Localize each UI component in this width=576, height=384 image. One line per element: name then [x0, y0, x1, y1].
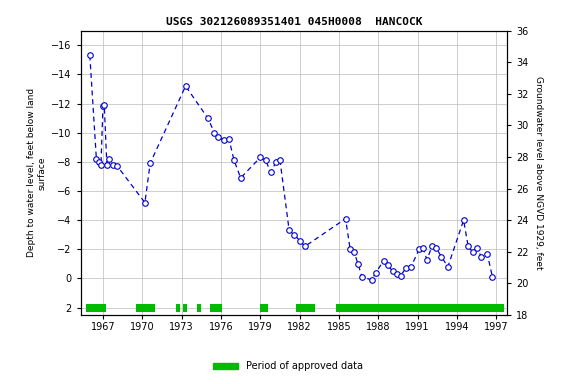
Point [346, 246, 355, 252]
Point [113, 163, 122, 169]
Point [224, 136, 233, 142]
Point [100, 102, 109, 108]
Point [396, 273, 406, 279]
Y-axis label: Groundwater level above NGVD 1929, feet: Groundwater level above NGVD 1929, feet [534, 76, 543, 270]
Point [357, 274, 366, 280]
Title: USGS 302126089351401 045H0008  HANCOCK: USGS 302126089351401 045H0008 HANCOCK [165, 17, 422, 27]
Legend: Period of approved data: Period of approved data [210, 358, 366, 375]
Point [488, 274, 497, 280]
Point [464, 243, 473, 250]
Bar [210, 304, 222, 311]
Point [285, 227, 294, 233]
Point [236, 175, 245, 181]
Point [219, 137, 228, 143]
Point [367, 277, 376, 283]
Point [92, 156, 101, 162]
Point [229, 157, 238, 164]
Bar [86, 304, 105, 311]
Bar [183, 304, 187, 311]
Point [459, 217, 468, 223]
Point [427, 243, 437, 250]
Bar [336, 304, 504, 311]
Point [388, 268, 397, 274]
Point [181, 83, 190, 89]
Point [341, 216, 350, 222]
Bar [176, 304, 180, 311]
Point [96, 162, 105, 168]
Bar [260, 304, 268, 311]
Point [256, 154, 265, 161]
Point [407, 264, 416, 270]
Point [354, 261, 363, 267]
Point [422, 257, 431, 263]
Point [300, 243, 309, 250]
Point [203, 115, 213, 121]
Point [468, 249, 478, 255]
Point [275, 157, 285, 164]
Point [371, 270, 380, 276]
Point [105, 156, 114, 162]
Point [290, 232, 299, 238]
Point [472, 245, 482, 251]
Point [210, 130, 219, 136]
Point [271, 159, 281, 165]
Point [392, 271, 401, 277]
Point [414, 246, 423, 252]
Point [418, 245, 427, 251]
Point [383, 262, 392, 268]
Point [444, 264, 453, 270]
Bar [136, 304, 156, 311]
Point [266, 169, 275, 175]
Point [350, 249, 359, 255]
Point [141, 200, 150, 206]
Point [261, 157, 270, 164]
Point [437, 253, 446, 260]
Bar [295, 304, 316, 311]
Point [477, 253, 486, 260]
Y-axis label: Depth to water level, feet below land
surface: Depth to water level, feet below land su… [27, 88, 47, 257]
Point [146, 160, 155, 166]
Point [295, 237, 304, 243]
Point [98, 103, 108, 109]
Point [401, 265, 411, 271]
Point [94, 159, 104, 165]
Point [103, 162, 112, 168]
Point [379, 258, 388, 264]
Point [431, 245, 441, 251]
Point [483, 251, 492, 257]
Bar [198, 304, 201, 311]
Point [109, 162, 118, 168]
Point [85, 53, 94, 59]
Point [214, 134, 223, 140]
